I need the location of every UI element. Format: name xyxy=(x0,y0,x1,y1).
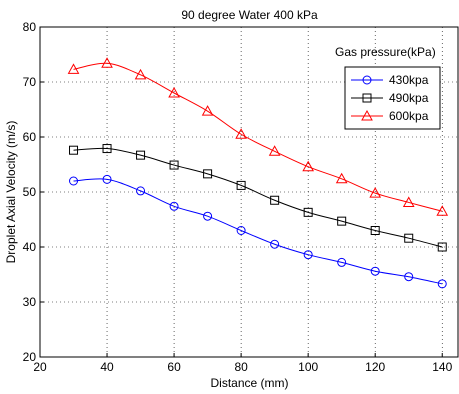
y-tick-label: 70 xyxy=(23,75,37,89)
data-point xyxy=(203,211,213,221)
data-point xyxy=(335,172,348,184)
x-axis-label: Distance (mm) xyxy=(210,376,288,390)
y-tick-label: 30 xyxy=(23,295,37,309)
x-tick-label: 100 xyxy=(298,360,318,374)
data-point xyxy=(136,186,146,196)
legend-marker xyxy=(362,93,372,103)
y-tick-label: 40 xyxy=(23,240,37,254)
series-430kpa xyxy=(69,174,447,289)
data-point xyxy=(270,239,280,249)
data-point xyxy=(102,174,112,184)
legend-title: Gas pressure(kPa) xyxy=(335,45,436,59)
chart-title: 90 degree Water 400 kPa xyxy=(181,8,318,22)
data-point xyxy=(404,272,414,282)
legend-marker xyxy=(362,75,372,85)
y-tick-label: 60 xyxy=(23,130,37,144)
series-490kpa xyxy=(69,144,447,252)
data-point xyxy=(67,63,80,74)
data-point xyxy=(69,176,79,186)
data-point xyxy=(337,216,347,226)
data-point xyxy=(402,196,415,207)
data-point xyxy=(236,180,246,190)
data-point xyxy=(270,195,280,205)
data-point xyxy=(369,187,382,198)
x-tick-label: 60 xyxy=(167,360,181,374)
legend-marker xyxy=(361,109,373,121)
data-point xyxy=(337,257,347,267)
data-point xyxy=(168,86,180,98)
series-line xyxy=(73,178,443,285)
data-point xyxy=(303,250,313,260)
axis-ticks: 20 40 60 80 100 120 140 20 30 40 50 60 70 80 xyxy=(23,20,453,374)
series-group xyxy=(67,57,449,289)
x-tick-label: 80 xyxy=(234,360,248,374)
data-point xyxy=(436,205,449,216)
data-point xyxy=(69,145,79,155)
legend: 430kpa 490kpa 600kpa xyxy=(344,66,441,130)
data-point xyxy=(169,160,179,170)
data-point xyxy=(203,169,213,179)
data-point xyxy=(101,57,113,68)
data-point xyxy=(302,160,315,172)
data-point xyxy=(437,242,447,252)
x-tick-label: 40 xyxy=(100,360,114,374)
legend-item: 600kpa xyxy=(351,109,429,123)
x-tick-label: 20 xyxy=(33,360,47,374)
data-point xyxy=(136,150,146,160)
legend-item: 490kpa xyxy=(351,91,429,105)
y-axis-label: Droplet Axial Velocity (m/s) xyxy=(4,121,18,264)
data-point xyxy=(201,105,214,116)
data-point xyxy=(169,201,179,211)
y-tick-label: 80 xyxy=(23,20,37,34)
y-tick-label: 50 xyxy=(23,185,37,199)
data-point xyxy=(370,226,380,235)
series-line xyxy=(73,147,443,248)
data-point xyxy=(268,145,281,156)
legend-label: 430kpa xyxy=(389,73,429,87)
data-point xyxy=(235,128,247,139)
data-point xyxy=(303,207,313,217)
x-tick-label: 140 xyxy=(432,360,452,374)
y-tick-label: 20 xyxy=(23,350,37,364)
legend-item: 430kpa xyxy=(351,73,429,87)
data-point xyxy=(134,68,147,80)
data-point xyxy=(102,144,112,154)
data-point xyxy=(404,233,414,243)
series-600kpa xyxy=(67,57,449,216)
data-point xyxy=(437,279,447,289)
data-point xyxy=(370,266,380,276)
legend-label: 490kpa xyxy=(389,91,429,105)
legend-label: 600kpa xyxy=(389,109,429,123)
x-tick-label: 120 xyxy=(365,360,385,374)
data-point xyxy=(236,226,246,235)
